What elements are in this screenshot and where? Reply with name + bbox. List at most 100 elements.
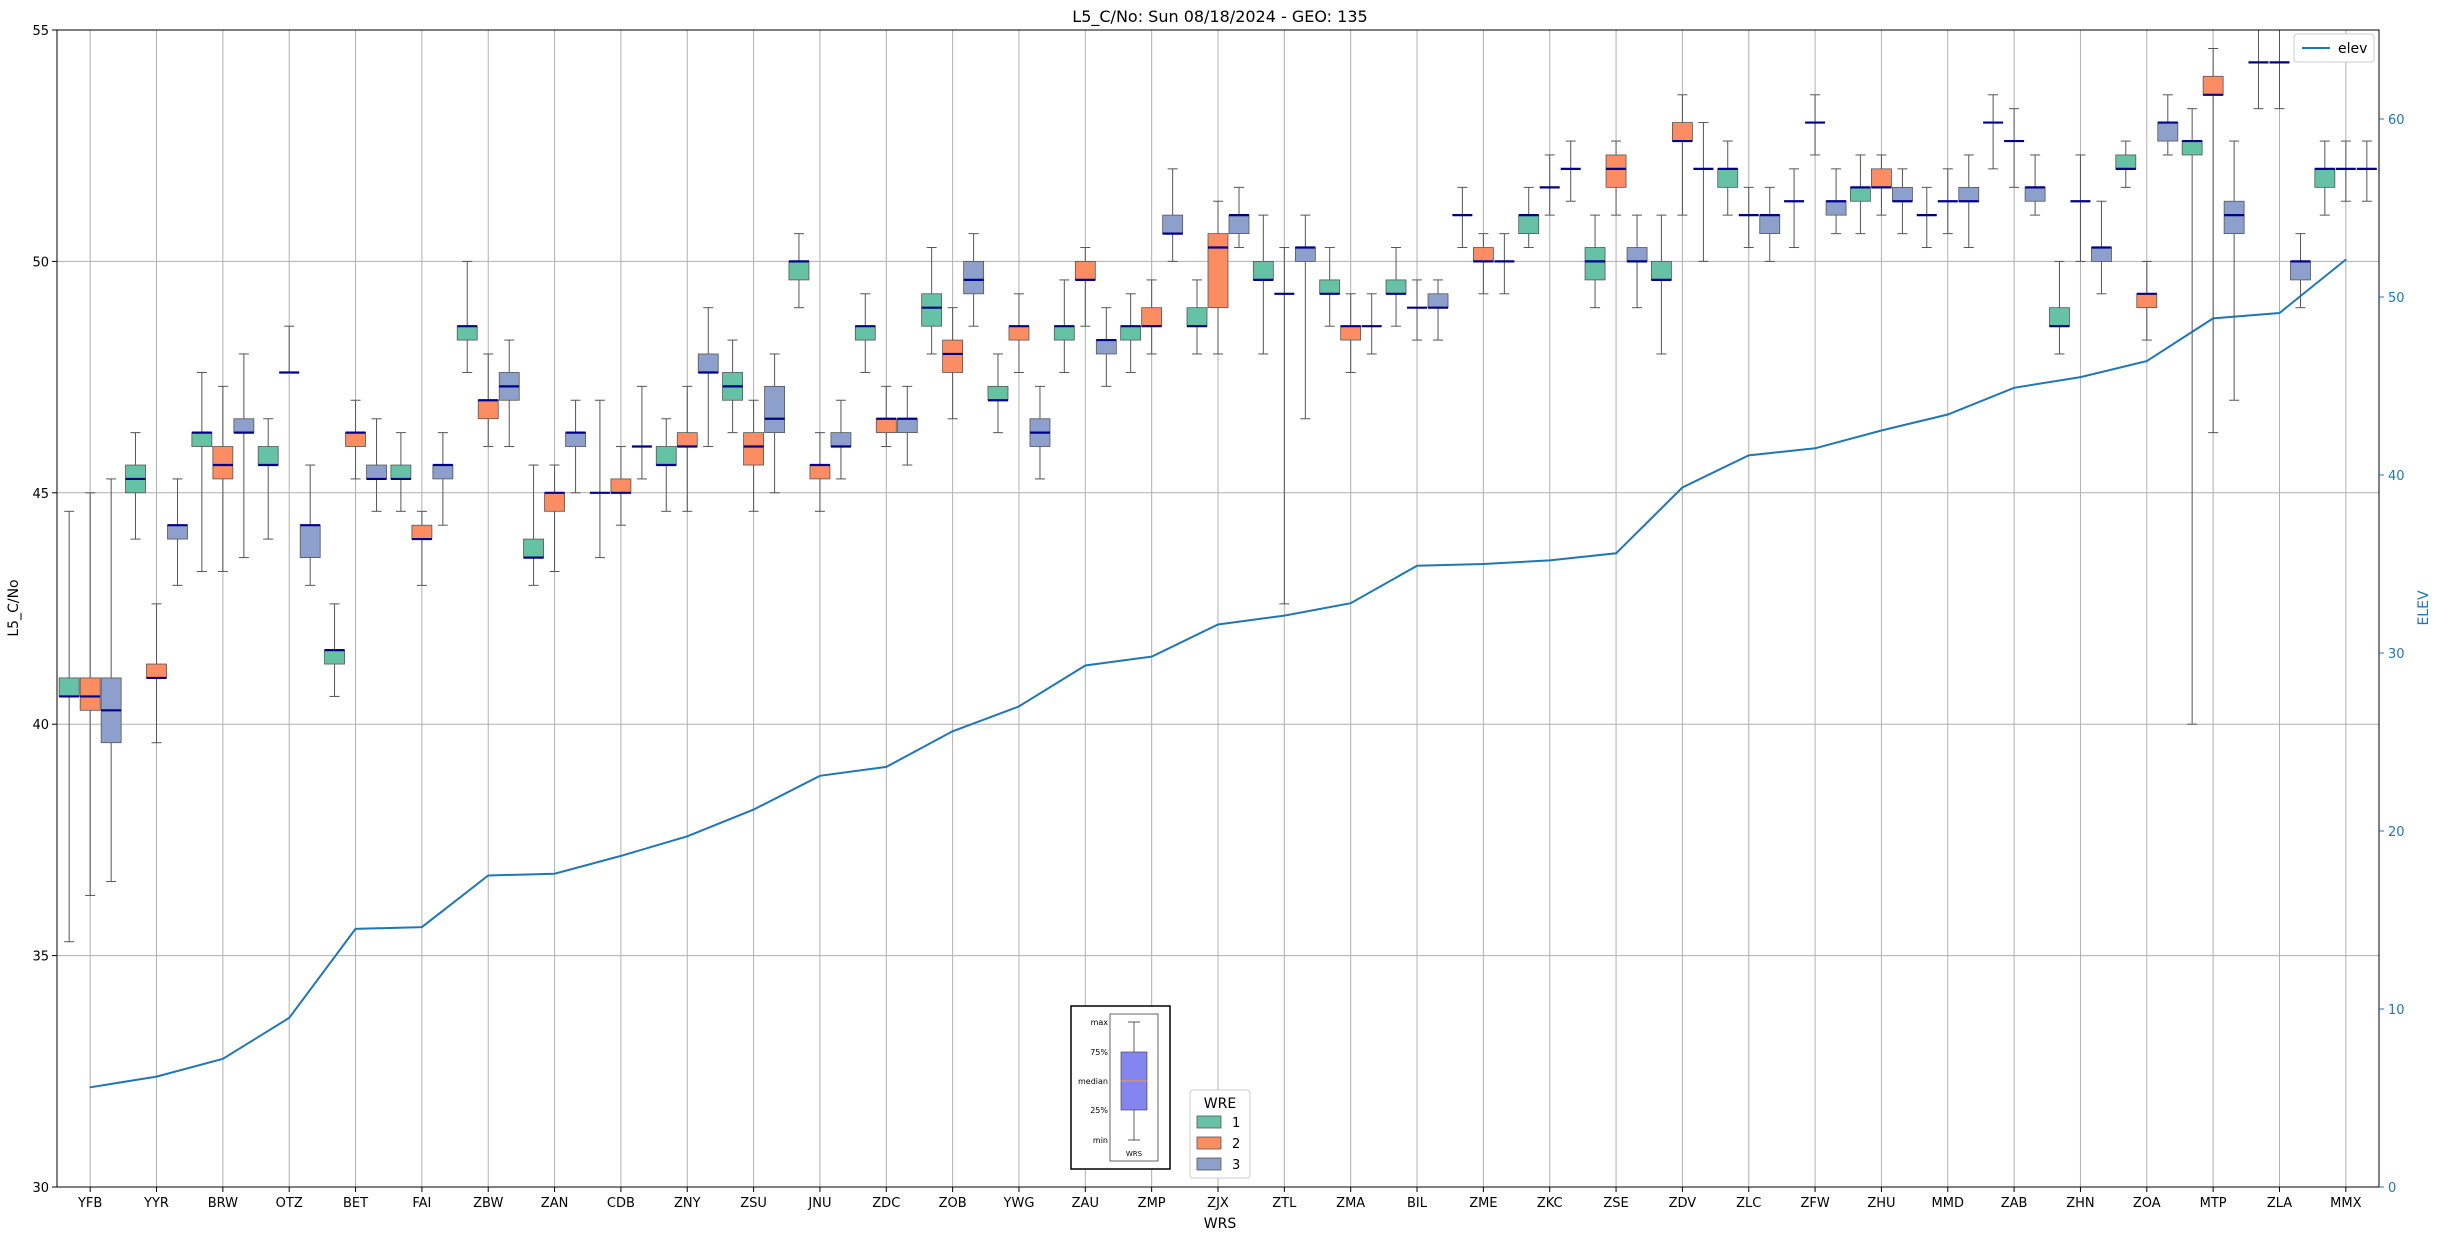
box-body [1518, 214, 1540, 235]
box-body [1340, 325, 1362, 341]
box-body [167, 524, 188, 540]
elev-legend: elev [2293, 33, 2375, 63]
box-zny-wre1 [655, 418, 677, 512]
box-body [212, 446, 234, 480]
box-body [1294, 247, 1316, 262]
elev-point [222, 1058, 224, 1060]
elev-layer [89, 258, 2347, 1089]
box-body [1825, 200, 1847, 216]
box-body [146, 663, 167, 679]
elev-point [1615, 552, 1617, 555]
box-zdv-wre1 [1651, 214, 1672, 355]
x-axis-label: WRS [1204, 1216, 1237, 1232]
elev-point [1548, 559, 1551, 562]
wre-legend-title: WRE [1204, 1096, 1236, 1112]
box-zjx-wre1 [1186, 279, 1208, 355]
elev-point [1880, 429, 1883, 432]
box-zan-wre2 [544, 464, 565, 572]
box-zhn-wre2 [2070, 154, 2091, 262]
box-fai-wre1 [390, 432, 412, 512]
x-tick-label: ZDC [872, 1196, 900, 1211]
box-mtp-wre1 [2181, 108, 2203, 725]
elev-point [1084, 664, 1087, 667]
box-body [1095, 339, 1117, 355]
box-body [456, 325, 478, 341]
x-tick-label: ZNY [674, 1196, 701, 1211]
elev-point [2345, 258, 2347, 261]
box-zab-wre2 [2004, 108, 2025, 188]
box-zoa-wre3 [2157, 94, 2179, 156]
x-tick-label: ZLC [1736, 1196, 1761, 1211]
box-jnu-wre3 [830, 399, 852, 480]
box-body [544, 492, 565, 512]
box-mtp-wre2 [2202, 48, 2224, 434]
x-tick-label: BIL [1407, 1196, 1428, 1211]
x-tick-label: ZAN [541, 1196, 569, 1211]
y2-tick-label: 0 [2388, 1181, 2396, 1196]
box-body [676, 432, 698, 447]
x-tick-label: FAI [412, 1196, 431, 1211]
x-tick-label: ZHN [2066, 1196, 2094, 1211]
box-body [191, 432, 213, 447]
box-zjx-wre2 [1207, 200, 1229, 355]
box-body [1141, 307, 1163, 327]
box-body [610, 478, 632, 494]
box-body [2049, 307, 2070, 327]
elev-point [819, 775, 821, 777]
box-jnu-wre2 [809, 432, 831, 512]
box-mtp-wre3 [2223, 140, 2245, 401]
box-zdc-wre2 [875, 385, 897, 448]
box-body [788, 260, 810, 281]
x-tick-label: CDB [607, 1196, 635, 1211]
elev-point [155, 1075, 158, 1078]
box-bet-wre1 [324, 603, 345, 697]
box-zob-wre1 [921, 247, 943, 355]
box-yyr-wre3 [167, 478, 188, 586]
box-ztl-wre2 [1274, 247, 1295, 605]
box-fai-wre2 [411, 510, 433, 586]
box-body [58, 677, 80, 697]
box-zkc-wre3 [1560, 140, 1581, 202]
box-body [324, 649, 345, 665]
box-zbw-wre2 [477, 353, 499, 448]
box-key-label-q1: 25% [1090, 1106, 1108, 1115]
elev-point [1217, 623, 1219, 626]
x-tick-label: ZLA [2267, 1196, 2292, 1211]
box-zab-wre1 [1983, 94, 2004, 170]
box-key-inner-frame [1109, 1013, 1159, 1162]
box-body [1605, 154, 1627, 188]
elev-point [1283, 614, 1286, 617]
y2-axis-label: ELEV [2416, 590, 2432, 625]
box-bet-wre3 [366, 418, 387, 512]
box-body [411, 524, 433, 540]
x-tick-label: OTZ [276, 1196, 303, 1211]
elev-legend-frame [2293, 33, 2375, 63]
x-tick-label: ZMA [1336, 1196, 1365, 1211]
x-tick-label: ZFW [1800, 1196, 1829, 1211]
elev-point [885, 766, 888, 768]
elev-point [1482, 563, 1485, 565]
elev-point [620, 855, 622, 857]
box-body [2202, 75, 2224, 96]
box-zla-wre3 [2290, 233, 2311, 309]
x-tick-label: BRW [208, 1196, 238, 1211]
elev-point [2278, 312, 2281, 314]
chart-title: L5_C/No: Sun 08/18/2024 - GEO: 135 [1072, 7, 1367, 27]
box-zmp-wre1 [1120, 293, 1142, 373]
box-fai-wre3 [432, 432, 454, 526]
box-key-inset: max 75% median 25% min WRS [1070, 1005, 1171, 1170]
box-zfw-wre3 [1825, 168, 1847, 235]
box-mmd-wre3 [1958, 154, 1980, 249]
y2-tick-label: 20 [2388, 825, 2405, 840]
x-tick-label: JNU [807, 1196, 831, 1211]
box-zmp-wre2 [1141, 279, 1163, 355]
y2-tick-label: 50 [2388, 291, 2405, 306]
box-zkc-wre2 [1539, 154, 1560, 216]
box-body [390, 464, 412, 480]
box-zma-wre1 [1319, 247, 1341, 327]
y-tick-label: 50 [32, 255, 49, 270]
box-zhu-wre2 [1871, 154, 1892, 216]
box-body [1427, 293, 1449, 309]
box-zbw-wre1 [456, 260, 478, 373]
